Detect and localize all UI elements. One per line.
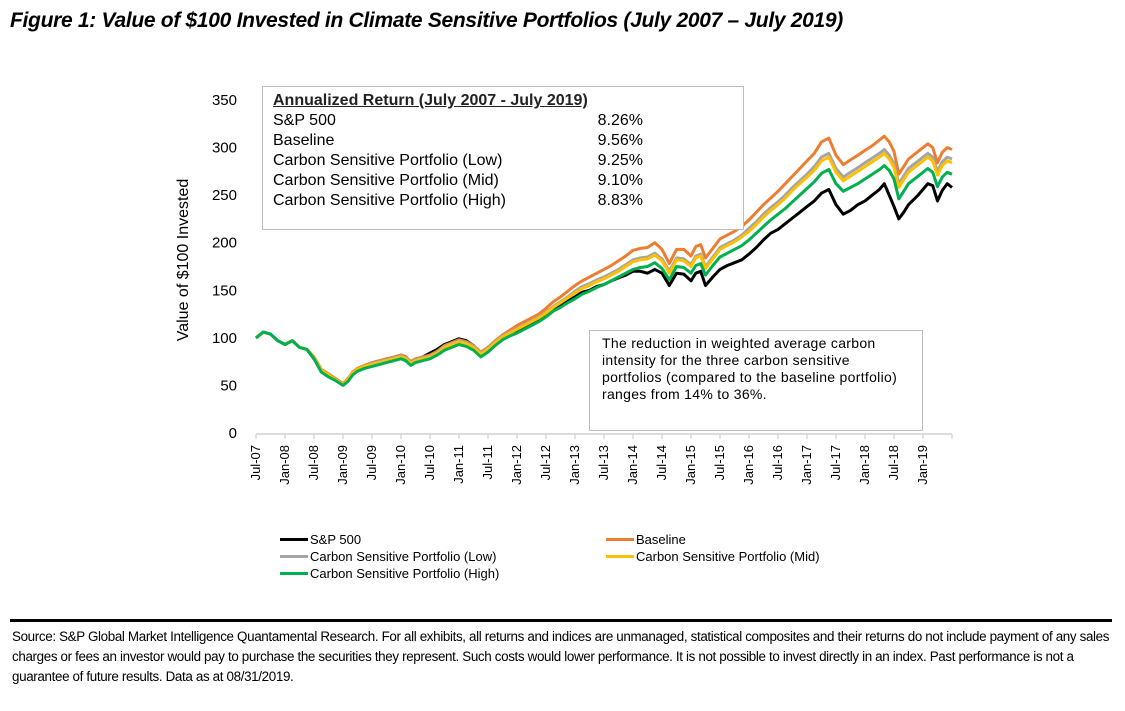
legend-item-sp500: S&P 500: [280, 531, 361, 548]
returns-row: Carbon Sensitive Portfolio (Mid) 9.10%: [273, 171, 733, 191]
x-tick-label: Jul-15: [712, 445, 727, 480]
y-tick-label: 350: [212, 92, 237, 109]
legend-swatch: [606, 538, 634, 541]
returns-row-value: 9.25%: [597, 152, 643, 169]
x-tick-label: Jul-18: [886, 445, 901, 480]
y-tick-label: 300: [212, 140, 237, 157]
x-tick-label: Jul-17: [828, 445, 843, 480]
x-tick-label: Jan-17: [799, 445, 814, 485]
x-tick-label: Jul-13: [596, 445, 611, 480]
x-tick-label: Jul-10: [422, 445, 437, 480]
legend-item-baseline: Baseline: [606, 531, 686, 548]
returns-row-value: 9.56%: [597, 132, 643, 149]
legend-swatch: [280, 538, 308, 541]
returns-row-value: 9.10%: [597, 172, 643, 189]
returns-row: Baseline 9.56%: [273, 131, 733, 151]
x-tick-label: Jan-14: [625, 445, 640, 485]
series-line-carbon-sensitive-portfolio-mid: [255, 151, 953, 386]
y-tick-label: 250: [212, 187, 237, 204]
x-tick-label: Jan-12: [509, 445, 524, 485]
returns-row-value: 8.83%: [597, 192, 643, 209]
legend-label: Baseline: [636, 532, 686, 547]
x-tick-label: Jan-10: [393, 445, 408, 485]
x-tick-label: Jul-08: [306, 445, 321, 480]
x-tick-label: Jan-16: [741, 445, 756, 485]
x-tick-label: Jul-16: [770, 445, 785, 480]
x-tick-label: Jul-12: [538, 445, 553, 480]
x-tick-label: Jan-15: [683, 445, 698, 485]
divider-rule: [10, 619, 1112, 622]
source-note: Source: S&P Global Market Intelligence Q…: [12, 629, 1110, 684]
x-tick-label: Jan-19: [915, 445, 930, 485]
y-tick-label: 200: [212, 235, 237, 252]
legend-label: Carbon Sensitive Portfolio (High): [310, 566, 500, 581]
annualized-returns-box: Annualized Return (July 2007 - July 2019…: [262, 86, 744, 230]
x-tick-label: Jan-13: [567, 445, 582, 485]
x-tick-label: Jul-07: [248, 445, 263, 480]
x-tick-label: Jul-14: [654, 445, 669, 480]
y-axis: 0 50 100 150 200 250 300 350: [212, 92, 237, 442]
x-tick-label: Jul-09: [364, 445, 379, 480]
returns-box-header: Annualized Return (July 2007 - July 2019…: [273, 92, 588, 109]
legend-label: Carbon Sensitive Portfolio (Low): [310, 549, 497, 564]
series-lines: [255, 134, 953, 387]
series-line-carbon-sensitive-portfolio-high: [255, 164, 953, 387]
figure-title: Figure 1: Value of $100 Invested in Clim…: [10, 9, 843, 32]
returns-row-value: 8.26%: [597, 112, 643, 129]
y-tick-label: 100: [212, 330, 237, 347]
x-tick-label: Jan-09: [335, 445, 350, 485]
x-tick-label: Jan-08: [277, 445, 292, 485]
legend-swatch: [280, 555, 308, 558]
legend-item-mid: Carbon Sensitive Portfolio (Mid): [606, 548, 820, 565]
returns-row-name: Carbon Sensitive Portfolio (Low): [273, 152, 503, 169]
returns-row-name: Baseline: [273, 132, 335, 149]
y-tick-label: 150: [212, 282, 237, 299]
returns-row-name: Carbon Sensitive Portfolio (Mid): [273, 172, 499, 189]
legend-swatch: [280, 572, 308, 575]
returns-row: Carbon Sensitive Portfolio (Low) 9.25%: [273, 151, 733, 171]
legend-label: Carbon Sensitive Portfolio (Mid): [636, 549, 820, 564]
x-tick-label: Jan-11: [451, 445, 466, 484]
returns-row-name: S&P 500: [273, 112, 336, 129]
returns-row: S&P 500 8.26%: [273, 111, 733, 131]
legend-item-low: Carbon Sensitive Portfolio (Low): [280, 548, 496, 565]
returns-row: Carbon Sensitive Portfolio (High) 8.83%: [273, 191, 733, 211]
x-axis: Jul-07 Jan-08 Jul-08 Jan-09 Jul-09 Jan-10 Jul-…: [248, 433, 953, 485]
note-text: The reduction in weighted average carbon…: [602, 335, 898, 402]
legend-label: S&P 500: [310, 532, 362, 547]
carbon-intensity-note: The reduction in weighted average carbon…: [589, 330, 923, 431]
legend-swatch: [606, 555, 634, 558]
y-tick-label: 0: [229, 425, 237, 442]
x-tick-label: Jan-18: [857, 445, 872, 485]
returns-row-name: Carbon Sensitive Portfolio (High): [273, 192, 506, 209]
legend-item-high: Carbon Sensitive Portfolio (High): [280, 565, 499, 582]
y-tick-label: 50: [220, 377, 237, 394]
x-tick-label: Jul-11: [480, 445, 495, 479]
y-axis-label: Value of $100 Invested: [175, 179, 192, 342]
